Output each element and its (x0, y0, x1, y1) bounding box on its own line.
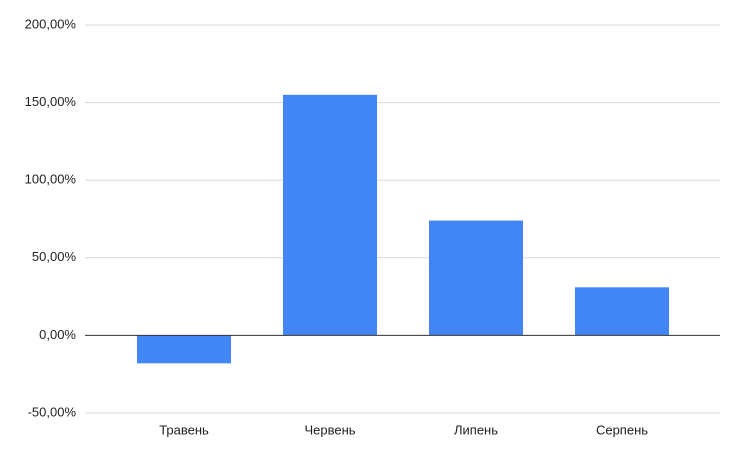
x-tick-label: Травень (159, 422, 209, 437)
y-tick-label: 0,00% (39, 327, 76, 342)
bar (283, 94, 377, 336)
bar (575, 287, 669, 336)
bar (429, 220, 523, 336)
x-tick-label: Серпень (596, 422, 648, 437)
y-tick-label: 100,00% (25, 172, 77, 187)
x-tick-label: Червень (304, 422, 355, 437)
y-tick-label: 200,00% (25, 16, 77, 31)
y-tick-label: 50,00% (32, 249, 77, 264)
y-tick-label: 150,00% (25, 94, 77, 109)
bar (137, 335, 231, 364)
y-tick-label: -50,00% (28, 404, 77, 419)
x-tick-label: Липень (454, 422, 498, 437)
